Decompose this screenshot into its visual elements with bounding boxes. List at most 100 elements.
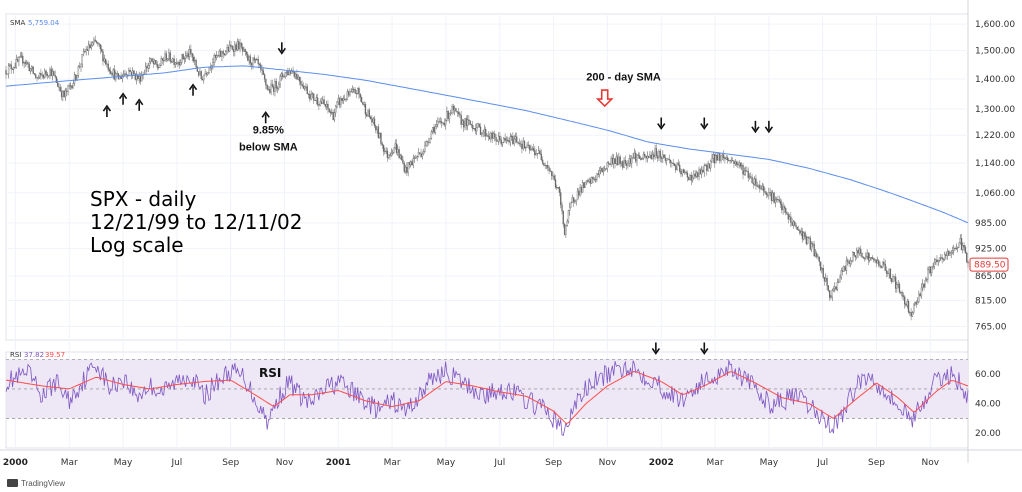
down-arrow-icon: [651, 342, 661, 355]
time-tick-label: May: [760, 458, 779, 468]
price-candles: [5, 35, 969, 321]
candle-body: [898, 283, 901, 293]
candle-body: [256, 59, 258, 61]
candle-body: [585, 180, 588, 183]
candle-body: [839, 277, 841, 283]
candle-body: [519, 143, 522, 145]
price-tick-label: 1,300.00: [975, 105, 1015, 115]
candle-body: [442, 122, 444, 124]
candle-body: [391, 152, 394, 154]
candle-body: [247, 54, 249, 61]
rsi-legend-value-2: 39.57: [45, 351, 65, 359]
candle-body: [964, 247, 967, 254]
candle-body: [676, 163, 678, 171]
candle-body: [307, 93, 310, 95]
candle-body: [860, 248, 862, 254]
candle-body: [218, 51, 220, 56]
candle-body: [664, 157, 667, 161]
candle-body: [213, 55, 215, 63]
candle-body: [28, 64, 30, 72]
candle-body: [369, 116, 372, 120]
candle-body: [130, 71, 133, 76]
candle-body: [816, 253, 818, 257]
candle-body: [398, 149, 400, 158]
candle-body: [311, 93, 314, 95]
candle-body: [914, 302, 916, 305]
candle-body: [591, 177, 593, 184]
candle-body: [287, 71, 289, 76]
candle-body: [80, 63, 82, 68]
candle-body: [23, 62, 25, 64]
candle-body: [699, 169, 701, 175]
candle-body: [106, 63, 108, 65]
candle-body: [45, 70, 47, 75]
candle-body: [636, 154, 638, 162]
candle-body: [666, 158, 668, 161]
candle-body: [331, 112, 333, 114]
candle-body: [401, 155, 403, 161]
candle-body: [258, 63, 261, 65]
candle-body: [451, 106, 453, 113]
time-tick-label: Nov: [599, 458, 617, 468]
candle-body: [335, 105, 337, 113]
candle-body: [728, 160, 730, 161]
candle-body: [192, 57, 195, 62]
candle-body: [67, 85, 69, 92]
up-arrow-icon: [261, 110, 270, 124]
candle-body: [424, 145, 426, 152]
candle-body: [341, 98, 343, 102]
candle-body: [514, 136, 517, 140]
candle-body: [485, 129, 487, 137]
candle-body: [534, 150, 536, 156]
candle-body: [157, 67, 160, 69]
time-tick-label: Sep: [222, 458, 239, 468]
candle-body: [522, 141, 524, 149]
candle-body: [320, 101, 323, 104]
candle-body: [743, 171, 745, 175]
candle-body: [826, 277, 828, 286]
candle-body: [46, 74, 49, 76]
candle-body: [766, 194, 769, 196]
candle-body: [172, 58, 174, 62]
candle-body: [592, 177, 594, 180]
candle-body: [871, 257, 873, 259]
candle-body: [304, 86, 306, 89]
candle-body: [81, 54, 83, 65]
candle-body: [16, 59, 19, 62]
candle-body: [580, 187, 583, 193]
candle-body: [147, 65, 149, 69]
candle-body: [669, 159, 672, 163]
candle-body: [862, 256, 864, 259]
candle-body: [641, 158, 643, 160]
candle-body: [951, 250, 954, 253]
candle-body: [507, 139, 509, 141]
candle-body: [684, 171, 686, 173]
candle-body: [549, 170, 552, 172]
candle-body: [540, 153, 542, 161]
rsi-legend-name: RSI: [10, 351, 21, 359]
candle-body: [504, 137, 506, 141]
candle-body: [208, 66, 210, 73]
candle-body: [588, 179, 590, 182]
candle-body: [273, 86, 275, 92]
candle-body: [399, 155, 402, 158]
candle-body: [501, 141, 504, 145]
candle-body: [828, 290, 831, 298]
candle-body: [306, 86, 308, 95]
chart-title-line-2: 12/21/99 to 12/11/02: [90, 210, 302, 234]
annotation-text: 200 - day SMA: [586, 71, 661, 83]
candle-body: [408, 162, 411, 166]
price-tick-label: 765.00: [975, 322, 1007, 332]
candle-body: [132, 70, 134, 76]
candle-body: [22, 55, 24, 64]
candle-body: [178, 62, 180, 66]
candle-body: [384, 151, 386, 152]
candle-body: [893, 276, 895, 278]
candle-body: [394, 143, 396, 148]
candle-body: [373, 118, 376, 127]
candle-body: [597, 173, 599, 175]
candle-body: [163, 60, 165, 62]
candle-body: [40, 73, 42, 76]
candle-body: [734, 161, 736, 164]
